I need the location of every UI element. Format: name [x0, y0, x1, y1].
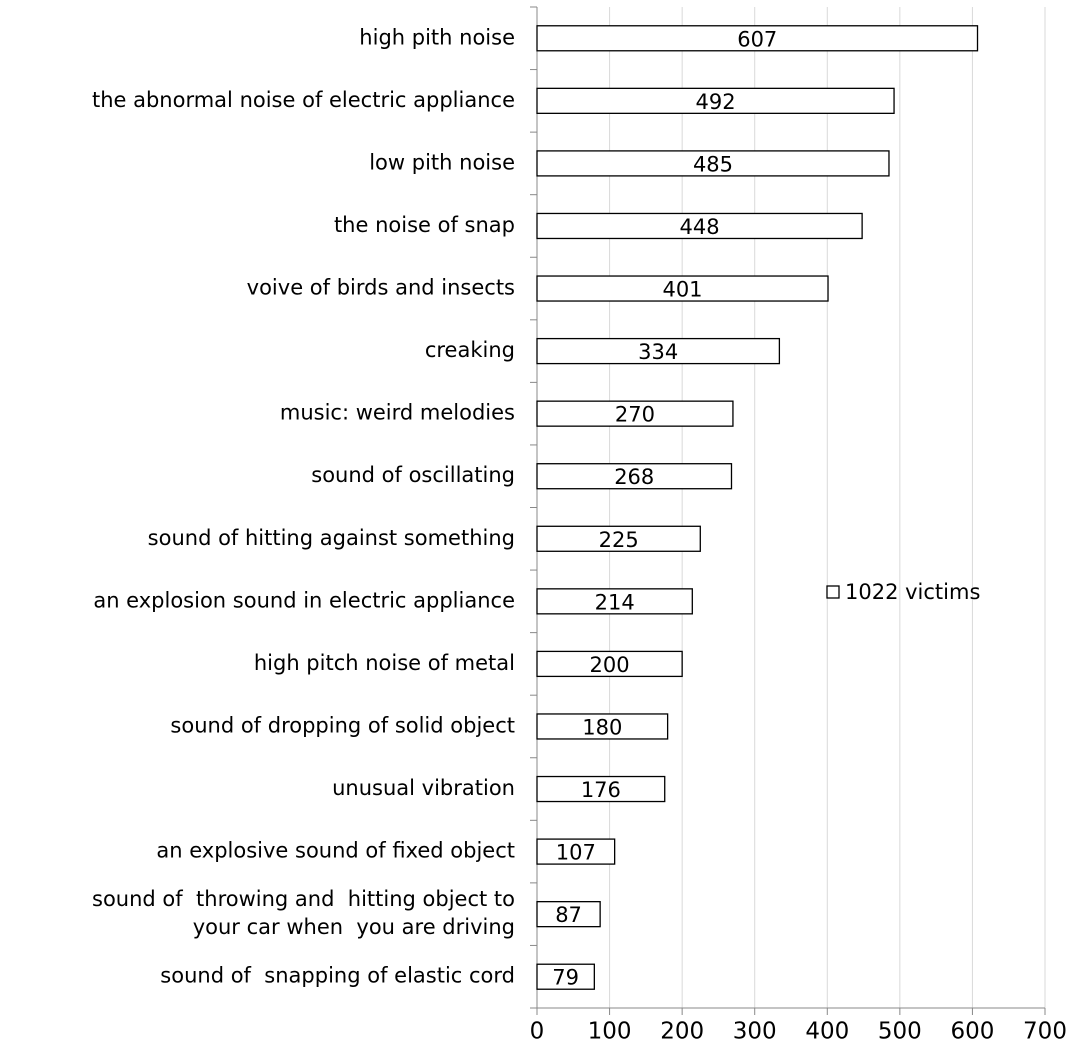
value-label: 492 [695, 90, 735, 114]
y-tick-label: your car when you are driving [193, 915, 515, 939]
y-tick-label: creaking [425, 338, 515, 362]
y-tick-label: voive of birds and insects [247, 276, 515, 300]
bar [536, 525, 701, 552]
bar [536, 713, 669, 740]
y-tick-label: sound of throwing and hitting object to [92, 887, 515, 911]
x-tick-label: 700 [1023, 1019, 1067, 1045]
value-label: 485 [693, 152, 733, 176]
value-label: 176 [581, 778, 621, 802]
y-tick-label: the noise of snap [334, 213, 515, 237]
x-tick-label: 0 [530, 1019, 545, 1045]
value-label: 401 [662, 278, 702, 302]
y-tick-label: high pith noise [359, 25, 515, 49]
bar [536, 150, 890, 177]
x-tick-label: 100 [588, 1019, 632, 1045]
value-label: 107 [556, 841, 596, 865]
y-tick-label: unusual vibration [332, 776, 515, 800]
value-label: 225 [599, 528, 639, 552]
y-tick-label: high pitch noise of metal [254, 651, 515, 675]
x-tick-label: 300 [733, 1019, 777, 1045]
y-tick-label: sound of snapping of elastic cord [160, 964, 515, 988]
bar [536, 588, 693, 615]
value-label: 180 [582, 715, 622, 739]
bar [536, 275, 829, 302]
bar [536, 838, 616, 865]
y-tick-label: low pith noise [369, 150, 515, 174]
y-tick-label: the abnormal noise of electric appliance [92, 88, 515, 112]
bar [536, 87, 895, 114]
y-tick-label: an explosion sound in electric appliance [93, 588, 515, 612]
value-label: 270 [615, 403, 655, 427]
x-tick-label: 200 [660, 1019, 704, 1045]
bar [536, 212, 863, 240]
bar [536, 463, 733, 490]
legend-swatch [826, 585, 840, 599]
bar [536, 337, 781, 365]
value-label: 334 [638, 340, 678, 364]
value-label: 214 [595, 590, 635, 614]
bar [536, 400, 734, 427]
legend-label: 1022 victims [845, 580, 980, 604]
y-tick-label: sound of hitting against something [148, 526, 515, 550]
x-tick-label: 500 [878, 1019, 922, 1045]
value-label: 79 [552, 966, 579, 990]
bar [536, 775, 666, 803]
x-tick-label: 600 [950, 1019, 994, 1045]
value-label: 200 [590, 653, 630, 677]
y-tick-label: sound of dropping of solid object [170, 713, 515, 737]
value-label: 448 [680, 215, 720, 239]
bar [536, 25, 979, 52]
bar [536, 963, 595, 990]
bar [536, 901, 601, 928]
bar [536, 650, 683, 678]
y-tick-label: music: weird melodies [280, 401, 515, 425]
y-tick-label: an explosive sound of fixed object [156, 839, 515, 863]
value-label: 268 [614, 465, 654, 489]
value-label: 87 [555, 903, 582, 927]
value-label: 607 [737, 27, 777, 51]
y-tick-label: sound of oscillating [311, 463, 515, 487]
x-tick-label: 400 [805, 1019, 849, 1045]
